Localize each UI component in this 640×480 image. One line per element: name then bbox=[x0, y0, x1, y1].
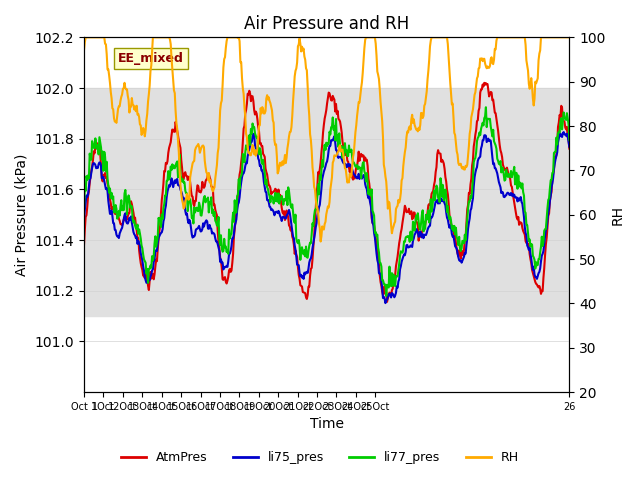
Y-axis label: Air Pressure (kPa): Air Pressure (kPa) bbox=[15, 154, 29, 276]
Bar bbox=[84, 88, 570, 316]
Text: EE_mixed: EE_mixed bbox=[118, 52, 184, 65]
Title: Air Pressure and RH: Air Pressure and RH bbox=[244, 15, 410, 33]
Legend: AtmPres, li75_pres, li77_pres, RH: AtmPres, li75_pres, li77_pres, RH bbox=[116, 446, 524, 469]
Y-axis label: RH: RH bbox=[611, 205, 625, 225]
X-axis label: Time: Time bbox=[310, 418, 344, 432]
